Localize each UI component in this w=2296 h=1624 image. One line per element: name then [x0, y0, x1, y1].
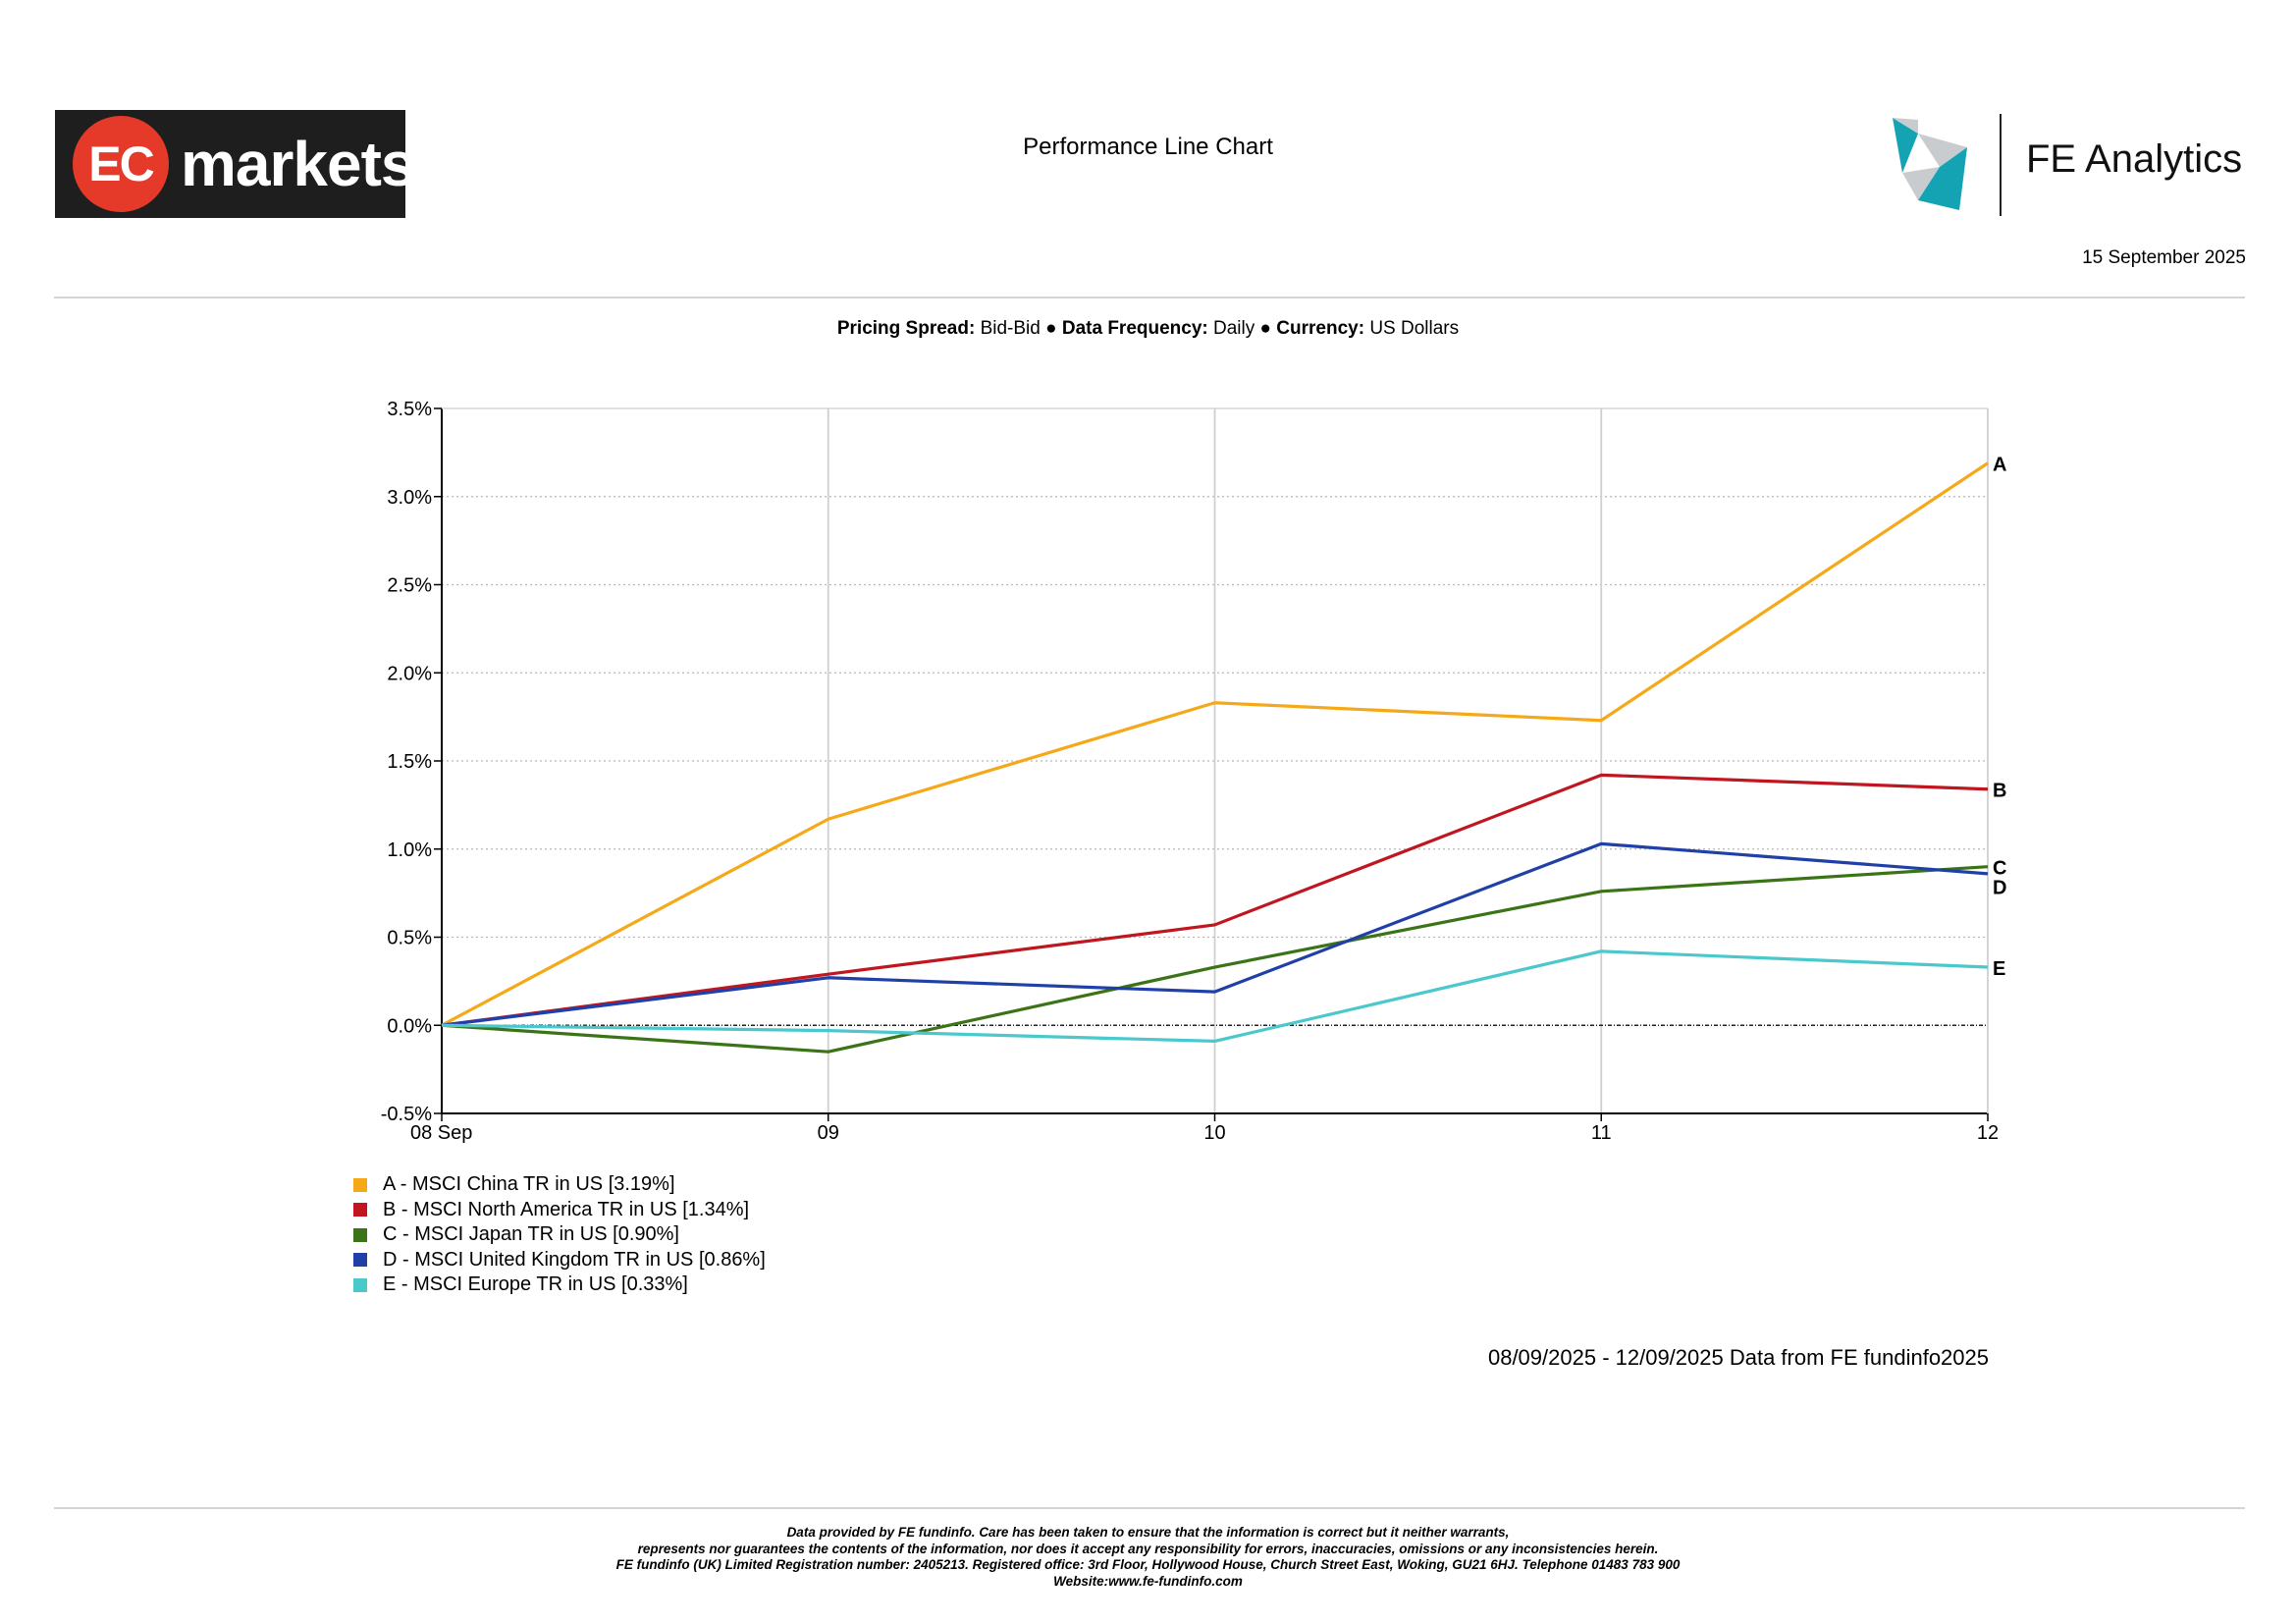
chart-settings-line: Pricing Spread: Bid-Bid ● Data Frequency… [0, 318, 2296, 340]
frequency-label: Data Frequency: [1061, 318, 1208, 339]
header-divider [54, 297, 2245, 298]
legend-swatch [353, 1227, 367, 1242]
disclaimer-line: represents nor guarantees the contents o… [637, 1541, 1659, 1556]
chart-legend: A - MSCI China TR in US [3.19%] B - MSCI … [353, 1172, 766, 1298]
x-tick-label: 11 [1591, 1122, 1612, 1144]
legend-label: A - MSCI China TR in US [3.19%] [383, 1173, 675, 1196]
separator-dot: ● [1259, 318, 1272, 339]
legend-label: D - MSCI United Kingdom TR in US [0.86%] [383, 1248, 766, 1271]
series-line-b [441, 773, 1989, 1027]
legend-swatch [353, 1177, 367, 1192]
disclaimer: Data provided by FE fundinfo. Care has b… [0, 1525, 2296, 1590]
legend-item: C - MSCI Japan TR in US [0.90%] [353, 1222, 766, 1248]
legend-swatch [353, 1253, 367, 1268]
ec-markets-logo: EC markets [55, 110, 405, 218]
performance-line-chart: 3.5% 3.0% 2.5% 2.0% 1.5% 1.0% 0.5% 0.0% -0.5%08 … [381, 399, 2007, 1144]
legend-label: E - MSCI Europe TR in US [0.33%] [383, 1273, 688, 1296]
legend-label: B - MSCI North America TR in US [1.34%] [383, 1198, 750, 1220]
disclaimer-line: FE fundinfo (UK) Limited Registration nu… [615, 1557, 1681, 1572]
legend-item: B - MSCI North America TR in US [1.34%] [353, 1198, 766, 1223]
series-line-a [441, 461, 1989, 1027]
pricing-spread-label: Pricing Spread: [836, 318, 976, 339]
y-tick-label: 0.0% [387, 1015, 432, 1037]
ec-logo-word: markets [181, 129, 405, 199]
series-end-label: A [1993, 455, 2006, 476]
y-tick-label: 2.0% [387, 663, 432, 684]
series-end-label: C [1993, 858, 2006, 880]
series-end-label: B [1993, 781, 2006, 802]
x-tick-label: 09 [818, 1122, 839, 1144]
report-date: 15 September 2025 [2082, 247, 2246, 268]
currency-value: US Dollars [1369, 318, 1460, 339]
footer-divider [54, 1507, 2245, 1509]
y-tick-label: 3.0% [387, 487, 432, 509]
series-end-label: D [1993, 878, 2006, 899]
x-tick-label: 10 [1203, 1122, 1225, 1144]
currency-label: Currency: [1276, 318, 1365, 339]
series-end-label: E [1993, 958, 2005, 980]
legend-label: C - MSCI Japan TR in US [0.90%] [383, 1223, 679, 1246]
separator-dot: ● [1045, 318, 1057, 339]
frequency-value: Daily [1213, 318, 1255, 339]
series-line-d [441, 841, 1989, 1027]
legend-item: D - MSCI United Kingdom TR in US [0.86%] [353, 1248, 766, 1273]
y-tick-label: 3.5% [387, 399, 432, 420]
y-tick-label: -0.5% [381, 1104, 432, 1125]
legend-item: E - MSCI Europe TR in US [0.33%] [353, 1272, 766, 1298]
series-line-e [441, 949, 1989, 1044]
y-tick-label: 2.5% [387, 575, 432, 597]
pricing-spread-value: Bid-Bid [980, 318, 1041, 339]
series-line-c [441, 865, 1989, 1054]
disclaimer-line: Data provided by FE fundinfo. Care has b… [786, 1525, 1510, 1540]
ec-logo-mark: EC [73, 116, 169, 212]
legend-swatch [353, 1203, 367, 1218]
x-tick-label: 08 Sep [410, 1122, 472, 1144]
y-tick-label: 0.5% [387, 928, 432, 949]
legend-item: A - MSCI China TR in US [3.19%] [353, 1172, 766, 1198]
fe-logo-divider [2000, 114, 2002, 216]
disclaimer-line: Website:www.fe-fundinfo.com [1053, 1573, 1243, 1589]
x-tick-label: 12 [1977, 1122, 1999, 1144]
y-tick-label: 1.0% [387, 839, 432, 861]
fe-analytics-logo-icon [1893, 118, 1967, 210]
fe-analytics-wordmark: FE Analytics [2026, 137, 2243, 181]
report-title: Performance Line Chart [1023, 134, 1273, 160]
y-tick-label: 1.5% [387, 751, 432, 773]
legend-swatch [353, 1277, 367, 1292]
chart-footnote: 08/09/2025 - 12/09/2025 Data from FE fun… [1487, 1345, 1989, 1370]
